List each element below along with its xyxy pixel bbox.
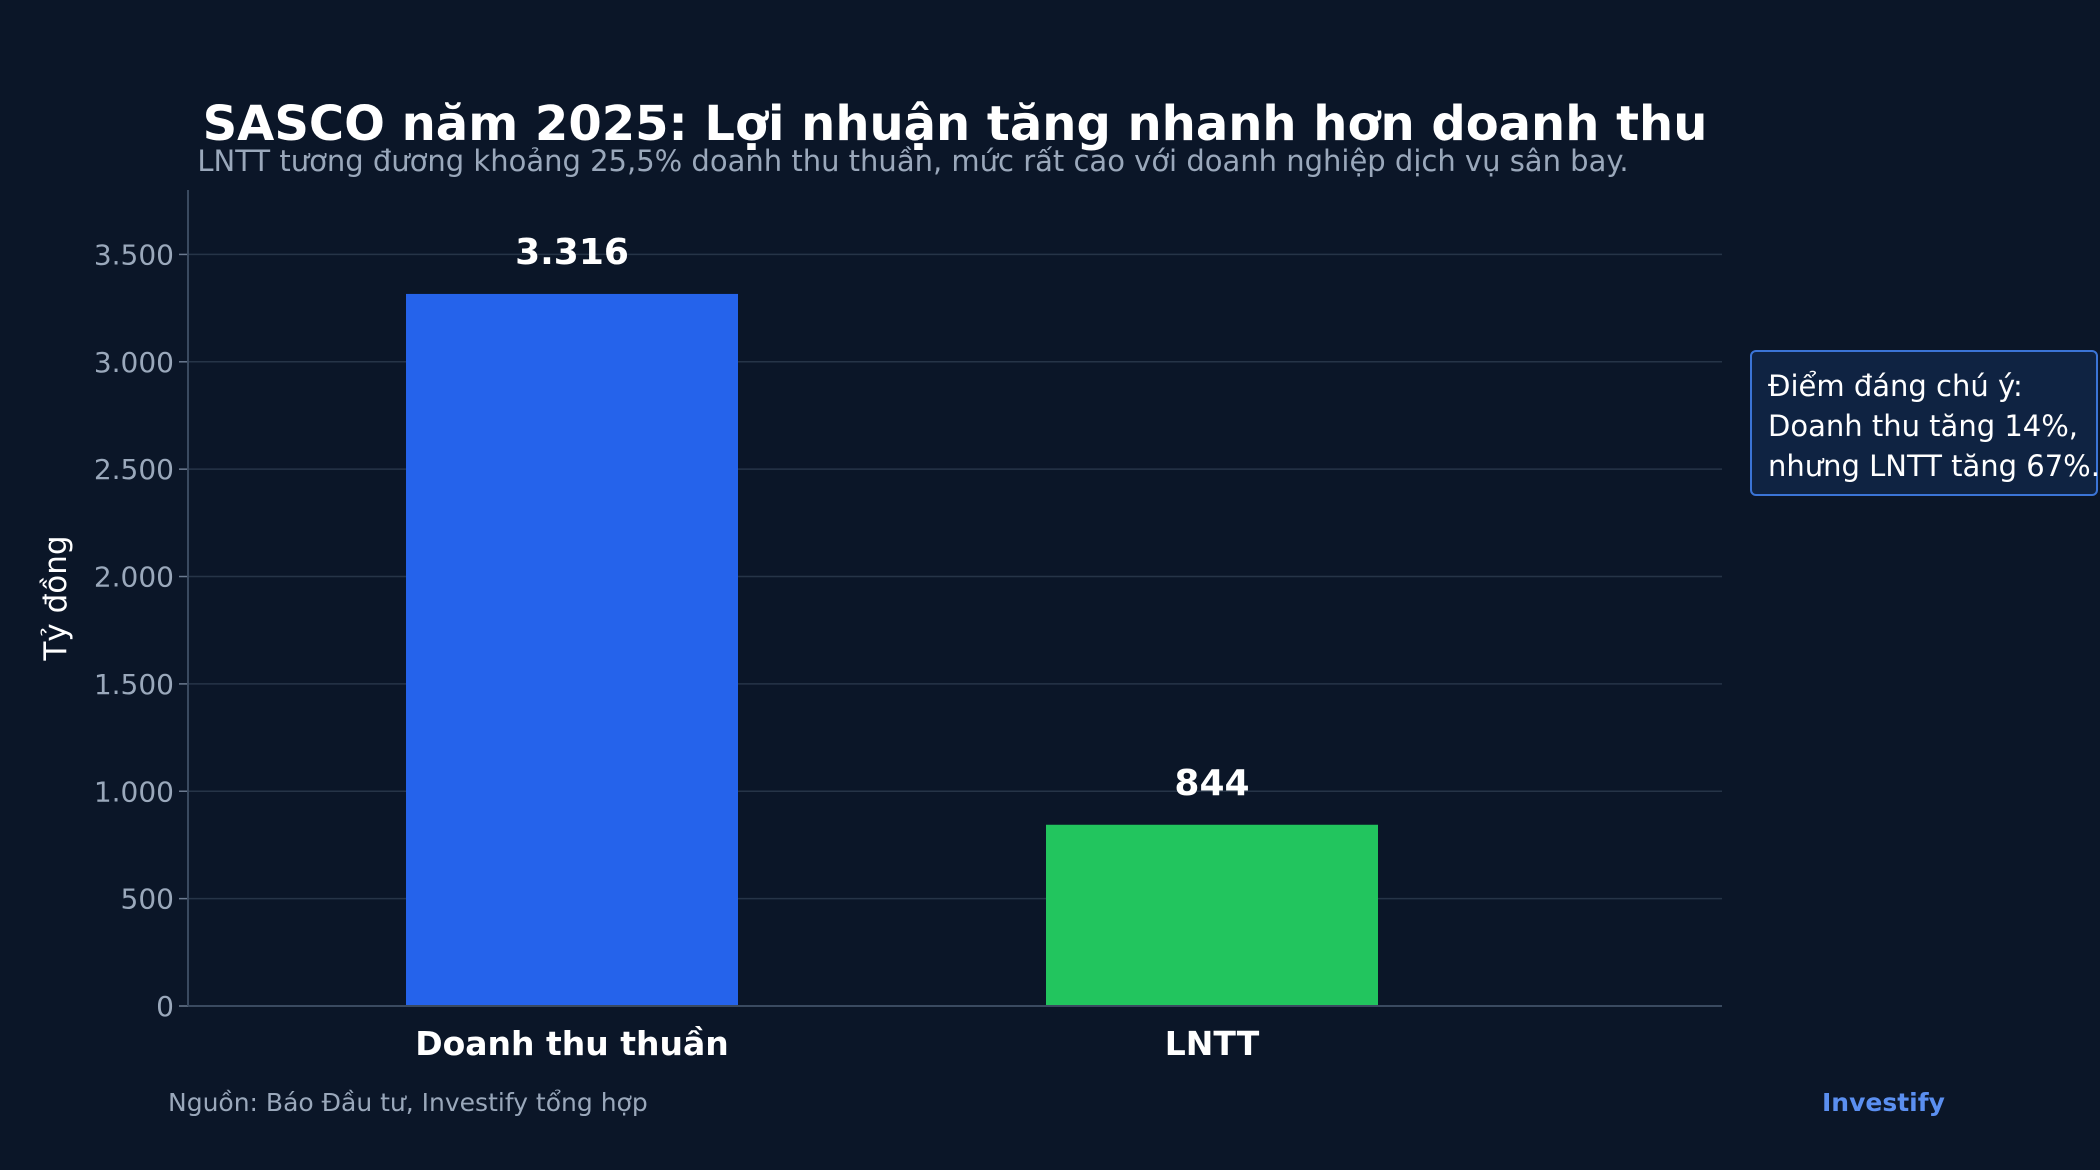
y-tick-label: 1.500 [94,668,174,701]
x-category-label: LNTT [1165,1024,1260,1063]
y-tick-label: 0 [156,990,174,1023]
bar-layer: 3.316 844 [406,232,1378,1006]
y-axis-label: Tỷ đồng [38,535,74,661]
bar-1 [406,293,738,1006]
chart-title: SASCO năm 2025: Lợi nhuận tăng nhanh hơn… [203,96,1708,152]
data-label: 844 [1174,763,1249,804]
axis-layer: 0 500 1.000 1.500 2.000 2.500 3.000 3.500 Doanh … [94,190,1722,1063]
annotation-box: Điểm đáng chú ý: Doanh thu tăng 14%, như… [1750,350,2100,496]
annotation-line-3: nhưng LNTT tăng 67%. [1768,449,2100,483]
y-tick-label: 3.000 [94,346,174,379]
bar-2 [1046,824,1378,1006]
y-tick-label: 2.000 [94,561,174,594]
data-label: 3.316 [515,232,629,273]
x-category-label: Doanh thu thuần [415,1024,729,1063]
chart-subtitle: LNTT tương đương khoảng 25,5% doanh thu … [197,144,1628,178]
y-tick-label: 3.500 [94,238,174,271]
annotation-line-2: Doanh thu tăng 14%, [1768,409,2078,443]
brand-logo-text: Investify [1822,1088,1945,1117]
annotation-line-1: Điểm đáng chú ý: [1768,369,2023,403]
y-tick-label: 2.500 [94,453,174,486]
source-note: Nguồn: Báo Đầu tư, Investify tổng hợp [168,1088,648,1117]
y-tick-label: 500 [121,883,174,916]
y-tick-label: 1.000 [94,775,174,808]
